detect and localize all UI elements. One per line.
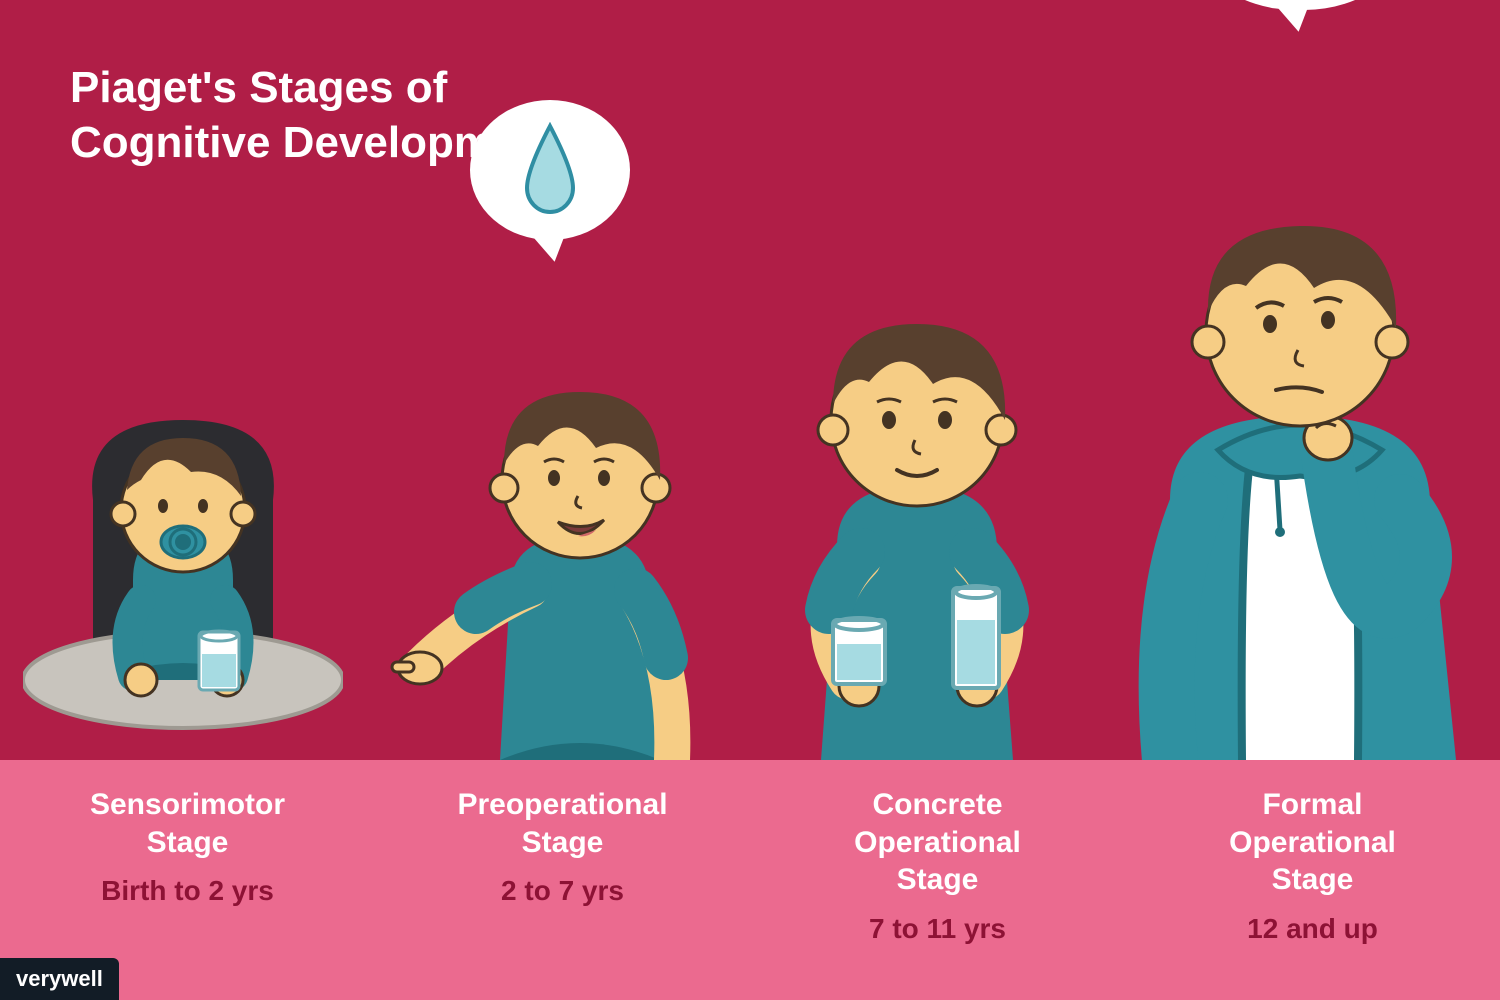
stage-col-3: Concrete Operational Stage 7 to 11 yrs: [750, 786, 1125, 945]
stage-name-line: Stage: [897, 863, 979, 896]
stage-name: Sensorimotor Stage: [14, 786, 361, 861]
stage-age: Birth to 2 yrs: [14, 875, 361, 907]
child-pointing-icon: [380, 360, 720, 760]
stage-name-line: Formal: [1262, 788, 1362, 821]
lower-panel: Sensorimotor Stage Birth to 2 yrs Preope…: [0, 760, 1500, 1000]
brand-badge: verywell: [0, 958, 119, 1000]
stage-age: 12 and up: [1139, 913, 1486, 945]
stage-name-line: Operational: [1229, 826, 1396, 859]
water-drop-icon: [515, 122, 585, 218]
stage-name-line: Sensorimotor: [90, 788, 285, 821]
stage-col-2: Preoperational Stage 2 to 7 yrs: [375, 786, 750, 907]
teen-hoodie-icon: [1100, 200, 1500, 760]
stage-age: 2 to 7 yrs: [389, 875, 736, 907]
thought-bubble-glass: HALF EMPTY FULL: [1190, 0, 1410, 10]
stage-name: Preoperational Stage: [389, 786, 736, 861]
stage-name-line: Preoperational: [457, 788, 667, 821]
infographic-canvas: Piaget's Stages of Cognitive Development: [0, 0, 1500, 1000]
stage-name-line: Stage: [147, 826, 229, 859]
speech-bubble-drop: [470, 100, 630, 240]
figure-sensorimotor: [0, 380, 367, 760]
stage-name-line: Concrete: [872, 788, 1002, 821]
stage-name-line: Operational: [854, 826, 1021, 859]
figure-concrete: [733, 300, 1100, 760]
upper-panel: Piaget's Stages of Cognitive Development: [0, 0, 1500, 760]
stage-age: 7 to 11 yrs: [764, 913, 1111, 945]
stage-name-line: Stage: [1272, 863, 1354, 896]
stage-name-line: Stage: [522, 826, 604, 859]
stage-col-1: Sensorimotor Stage Birth to 2 yrs: [0, 786, 375, 907]
title-line-1: Piaget's Stages of: [70, 63, 447, 112]
figure-preoperational: [367, 360, 734, 760]
stage-name: Concrete Operational Stage: [764, 786, 1111, 899]
stage-col-4: Formal Operational Stage 12 and up: [1125, 786, 1500, 945]
figure-formal: HALF EMPTY FULL: [1100, 200, 1500, 760]
figure-row: HALF EMPTY FULL: [0, 240, 1500, 760]
stage-name: Formal Operational Stage: [1139, 786, 1486, 899]
baby-highchair-icon: [23, 380, 343, 760]
child-two-glasses-icon: [737, 300, 1097, 760]
